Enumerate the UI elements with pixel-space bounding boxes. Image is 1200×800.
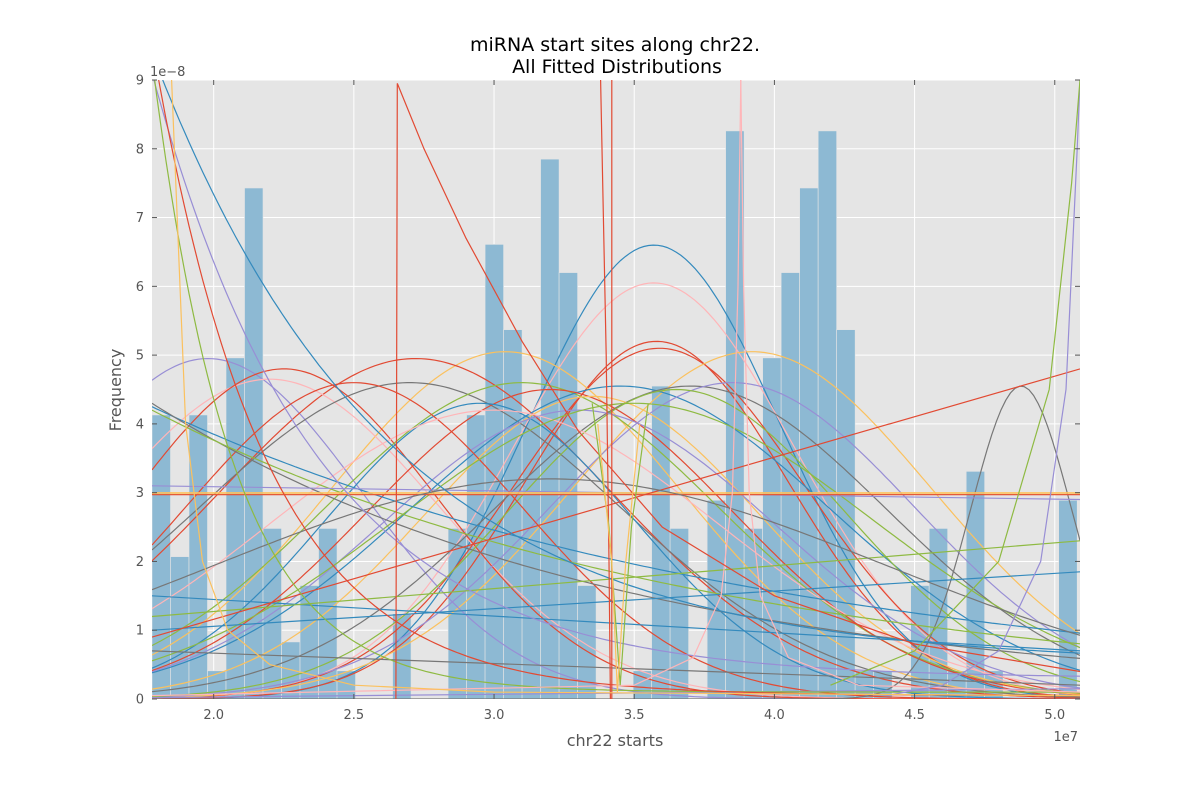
axis-ticks: 0 1 2 3 4 5 6 7 8 9 2.0 2.5 3.0 3.5 4.0 4.5 5.0 (136, 74, 1080, 723)
x-tick-label: 3.5 (624, 708, 645, 723)
fitted-curve (171, 80, 1080, 697)
fitted-curve (152, 381, 1080, 698)
histogram-bar (503, 329, 523, 699)
fitted-curve (162, 80, 1080, 654)
y-tick-label: 9 (136, 74, 144, 89)
y-tick-label: 1 (136, 624, 144, 639)
fitted-curve (152, 368, 1080, 638)
fitted-curve (152, 406, 1080, 634)
histogram-bar (244, 187, 264, 699)
y-tick-label: 4 (136, 417, 144, 432)
fitted-curve (740, 80, 1080, 693)
fitted-curve (152, 385, 1080, 674)
fitted-curve (591, 403, 649, 686)
fitted-curve (152, 540, 1080, 618)
fitted-curve (152, 351, 1080, 699)
fitted-curve (830, 80, 1080, 686)
histogram-bar (965, 471, 985, 699)
y-tick-label: 7 (136, 211, 144, 226)
histogram-bar (225, 357, 245, 699)
fitted-curve (152, 282, 1080, 699)
histogram-bar (558, 272, 578, 699)
fitted-curve (152, 382, 1080, 699)
fitted-curve (152, 80, 742, 697)
x-tick-label: 2.5 (344, 708, 365, 723)
chart-title-line-2: All Fitted Distributions (512, 56, 722, 78)
fitted-curve (395, 83, 1080, 699)
x-offset-text: 1e7 (1053, 730, 1078, 745)
fitted-curve (152, 478, 1080, 636)
x-tick-label: 4.5 (904, 708, 925, 723)
histogram-bar (188, 414, 208, 699)
fitted-curve (152, 385, 1080, 693)
fitted-distribution-curves (152, 80, 1080, 699)
y-tick-label: 0 (136, 693, 144, 708)
fitted-curve (152, 347, 1080, 699)
y-tick-label: 6 (136, 280, 144, 295)
fitted-curve (152, 409, 1080, 645)
x-tick-label: 3.0 (484, 708, 505, 723)
y-offset-text: 1e−8 (150, 65, 185, 80)
fitted-curve (152, 388, 1080, 698)
fitted-curve (152, 381, 1080, 694)
x-tick-label: 5.0 (1044, 708, 1065, 723)
fitted-curve (153, 80, 1080, 677)
fitted-curve (597, 423, 641, 693)
fitted-curve (152, 340, 1080, 699)
y-axis-label: Frequency (106, 349, 125, 432)
fitted-curve (154, 80, 1080, 693)
x-axis-label: chr22 starts (567, 731, 664, 750)
x-tick-label: 2.0 (203, 708, 224, 723)
histogram-bar (392, 613, 412, 699)
histogram-bar (484, 244, 504, 699)
chart-title-line-1: miRNA start sites along chr22. (470, 34, 760, 56)
x-tick-label: 4.0 (764, 708, 785, 723)
y-tick-label: 8 (136, 142, 144, 157)
fitted-curve (600, 80, 611, 699)
y-tick-label: 5 (136, 349, 144, 364)
fitted-curve (152, 409, 1080, 689)
fitted-curve (152, 571, 1080, 631)
histogram-bar (521, 414, 541, 699)
fitted-curve (152, 395, 1080, 696)
fitted-curve (152, 385, 1080, 699)
fitted-curve (152, 402, 1080, 662)
y-tick-label: 2 (136, 555, 144, 570)
fitted-curve (152, 357, 1080, 699)
y-tick-label: 3 (136, 486, 144, 501)
